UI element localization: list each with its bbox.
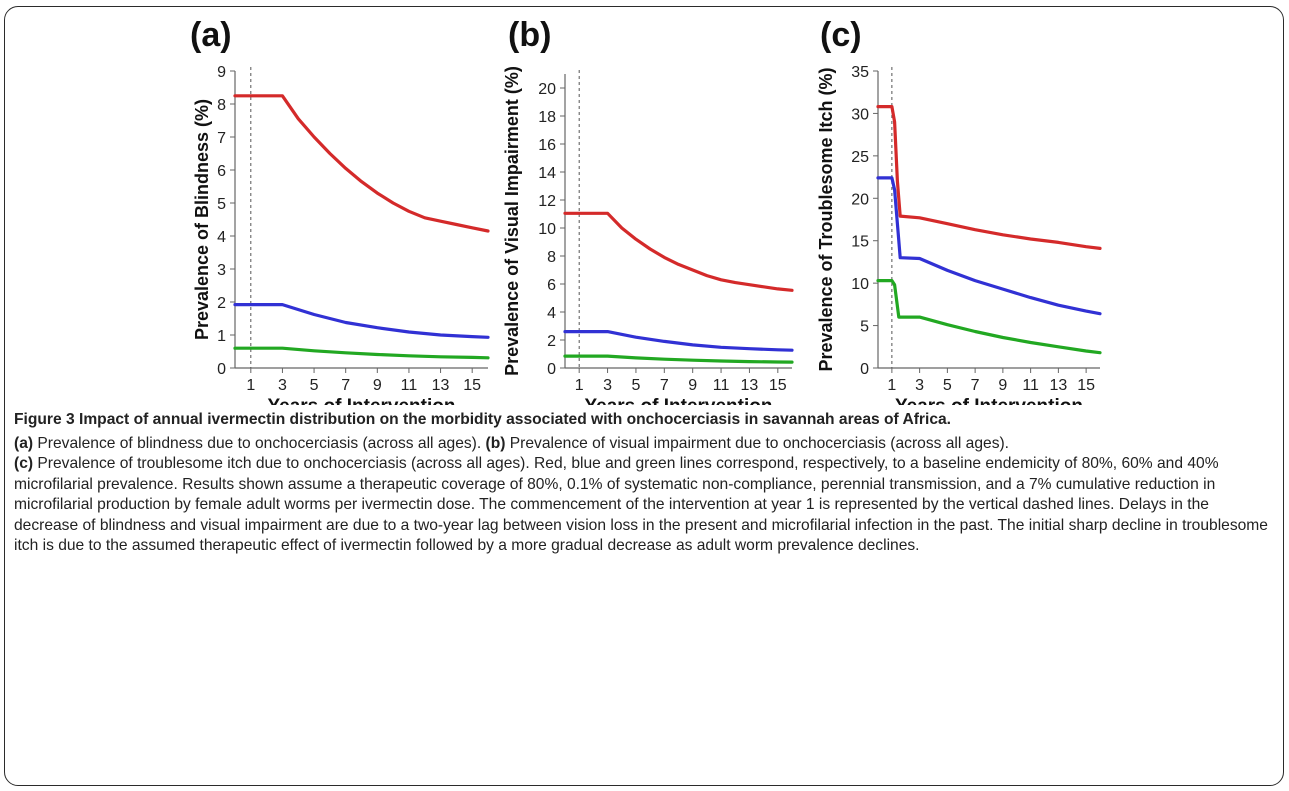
panel-c-y-tick-label: 25 <box>851 149 869 166</box>
panel-a-y-axis-title: Prevalence of Blindness (%) <box>192 99 212 340</box>
panel-a-x-tick-label: 1 <box>246 377 255 394</box>
caption-text-c: Prevalence of troublesome itch due to on… <box>14 455 1268 554</box>
panel-b-y-tick-label: 2 <box>547 333 556 350</box>
panel-a-label: (a) <box>190 16 232 54</box>
caption-title: Figure 3 Impact of annual ivermectin dis… <box>14 411 952 428</box>
panel-a-x-tick-label: 11 <box>401 377 418 394</box>
panel-b-y-tick-label: 14 <box>538 165 556 182</box>
caption-line-1: (a) Prevalence of blindness due to oncho… <box>14 434 1276 455</box>
panel-c-series-green <box>876 279 1102 355</box>
panel-b-x-tick-label: 13 <box>741 377 759 394</box>
panel-c-x-axis-title: Years of Intervention <box>895 396 1083 405</box>
panel-b-label: (b) <box>508 16 551 54</box>
caption-text-b: Prevalence of visual impairment due to o… <box>505 434 1010 452</box>
panel-b-x-tick-label: 3 <box>603 377 612 394</box>
panel-a-x-tick-label: 15 <box>463 377 481 394</box>
panel-b-y-tick-label: 10 <box>538 221 556 238</box>
panel-c-x-tick-label: 5 <box>943 377 952 394</box>
panel-a-x-tick-label: 7 <box>341 377 350 394</box>
panel-c-y-tick-label: 20 <box>851 191 869 208</box>
panel-b-y-tick-label: 8 <box>547 249 556 266</box>
panel-c-x-tick-label: 7 <box>971 377 980 394</box>
panel-c-x-tick-label: 11 <box>1022 377 1039 394</box>
panel-a-y-tick-label: 9 <box>217 64 226 81</box>
panel-b-y-tick-label: 20 <box>538 81 556 98</box>
figure-caption: Figure 3 Impact of annual ivermectin dis… <box>14 410 1276 557</box>
panel-b-y-tick-label: 16 <box>538 137 556 154</box>
panel-c-y-tick-label: 15 <box>851 234 869 251</box>
panel-a-y-tick-label: 6 <box>217 163 226 180</box>
panel-b-series-green <box>563 354 794 364</box>
panel-c-y-tick-label: 30 <box>851 106 869 123</box>
caption-text-a: Prevalence of blindness due to onchocerc… <box>33 434 486 452</box>
caption-body: (c) Prevalence of troublesome itch due t… <box>14 454 1276 557</box>
panel-a-y-tick-label: 8 <box>217 97 226 114</box>
panel-a-y-tick-label: 7 <box>217 130 226 147</box>
panel-c-label: (c) <box>820 16 862 54</box>
panel-a-series-blue <box>233 303 490 339</box>
panel-c-x-tick-label: 15 <box>1077 377 1095 394</box>
panel-b-x-tick-label: 1 <box>575 377 584 394</box>
panel-a-x-axis-title: Years of Intervention <box>268 396 456 405</box>
panel-b-series-blue <box>563 330 794 352</box>
panel-b-x-tick-label: 7 <box>660 377 669 394</box>
panel-a-x-tick-label: 5 <box>310 377 319 394</box>
panel-b-x-axis-title: Years of Intervention <box>585 396 773 405</box>
panel-a-x-tick-label: 3 <box>278 377 287 394</box>
panel-a-series-red <box>233 94 490 233</box>
panel-c-y-tick-label: 10 <box>851 276 869 293</box>
figure-charts: (a)012345678913579111315Years of Interve… <box>190 16 1102 405</box>
panel-b-x-tick-label: 5 <box>631 377 640 394</box>
panel-c-y-tick-label: 35 <box>851 64 869 81</box>
panel-b-x-tick-label: 15 <box>769 377 787 394</box>
panel-c-x-tick-label: 9 <box>998 377 1007 394</box>
panel-c-y-tick-label: 5 <box>860 319 869 336</box>
panel-b-y-tick-label: 4 <box>547 305 556 322</box>
panel-b-y-tick-label: 12 <box>538 193 556 210</box>
panel-a-y-tick-label: 3 <box>217 262 226 279</box>
panel-b-series-red <box>563 211 794 292</box>
caption-label-a: (a) <box>14 434 34 452</box>
panel-c-y-axis-title: Prevalence of Troublesome Itch (%) <box>816 67 836 371</box>
panel-c-series-blue <box>876 176 1102 316</box>
panel-b-y-tick-label: 18 <box>538 109 556 126</box>
panel-a-y-tick-label: 2 <box>217 295 226 312</box>
panel-a-y-tick-label: 1 <box>217 328 226 345</box>
panel-a-x-tick-label: 13 <box>432 377 450 394</box>
panel-c-y-tick-label: 0 <box>860 361 869 378</box>
panel-a-series-green <box>233 346 490 360</box>
caption-label-b: (b) <box>485 434 506 452</box>
figure-frame <box>4 6 1284 786</box>
panel-c-x-tick-label: 3 <box>915 377 924 394</box>
panel-b-x-tick-label: 11 <box>713 377 730 394</box>
panel-a-y-tick-label: 0 <box>217 361 226 378</box>
panel-b-y-axis-title: Prevalence of Visual Impairment (%) <box>502 66 522 376</box>
panel-c-series-red <box>876 105 1102 250</box>
panel-b-y-tick-label: 0 <box>547 361 556 378</box>
caption-label-c: (c) <box>14 455 34 472</box>
panel-b-x-tick-label: 9 <box>688 377 697 394</box>
panel-b-y-tick-label: 6 <box>547 277 556 294</box>
panel-c-x-tick-label: 1 <box>887 377 896 394</box>
panel-a-y-tick-label: 4 <box>217 229 226 246</box>
panel-a-y-tick-label: 5 <box>217 196 226 213</box>
panel-a-x-tick-label: 9 <box>373 377 382 394</box>
panel-c-x-tick-label: 13 <box>1049 377 1067 394</box>
